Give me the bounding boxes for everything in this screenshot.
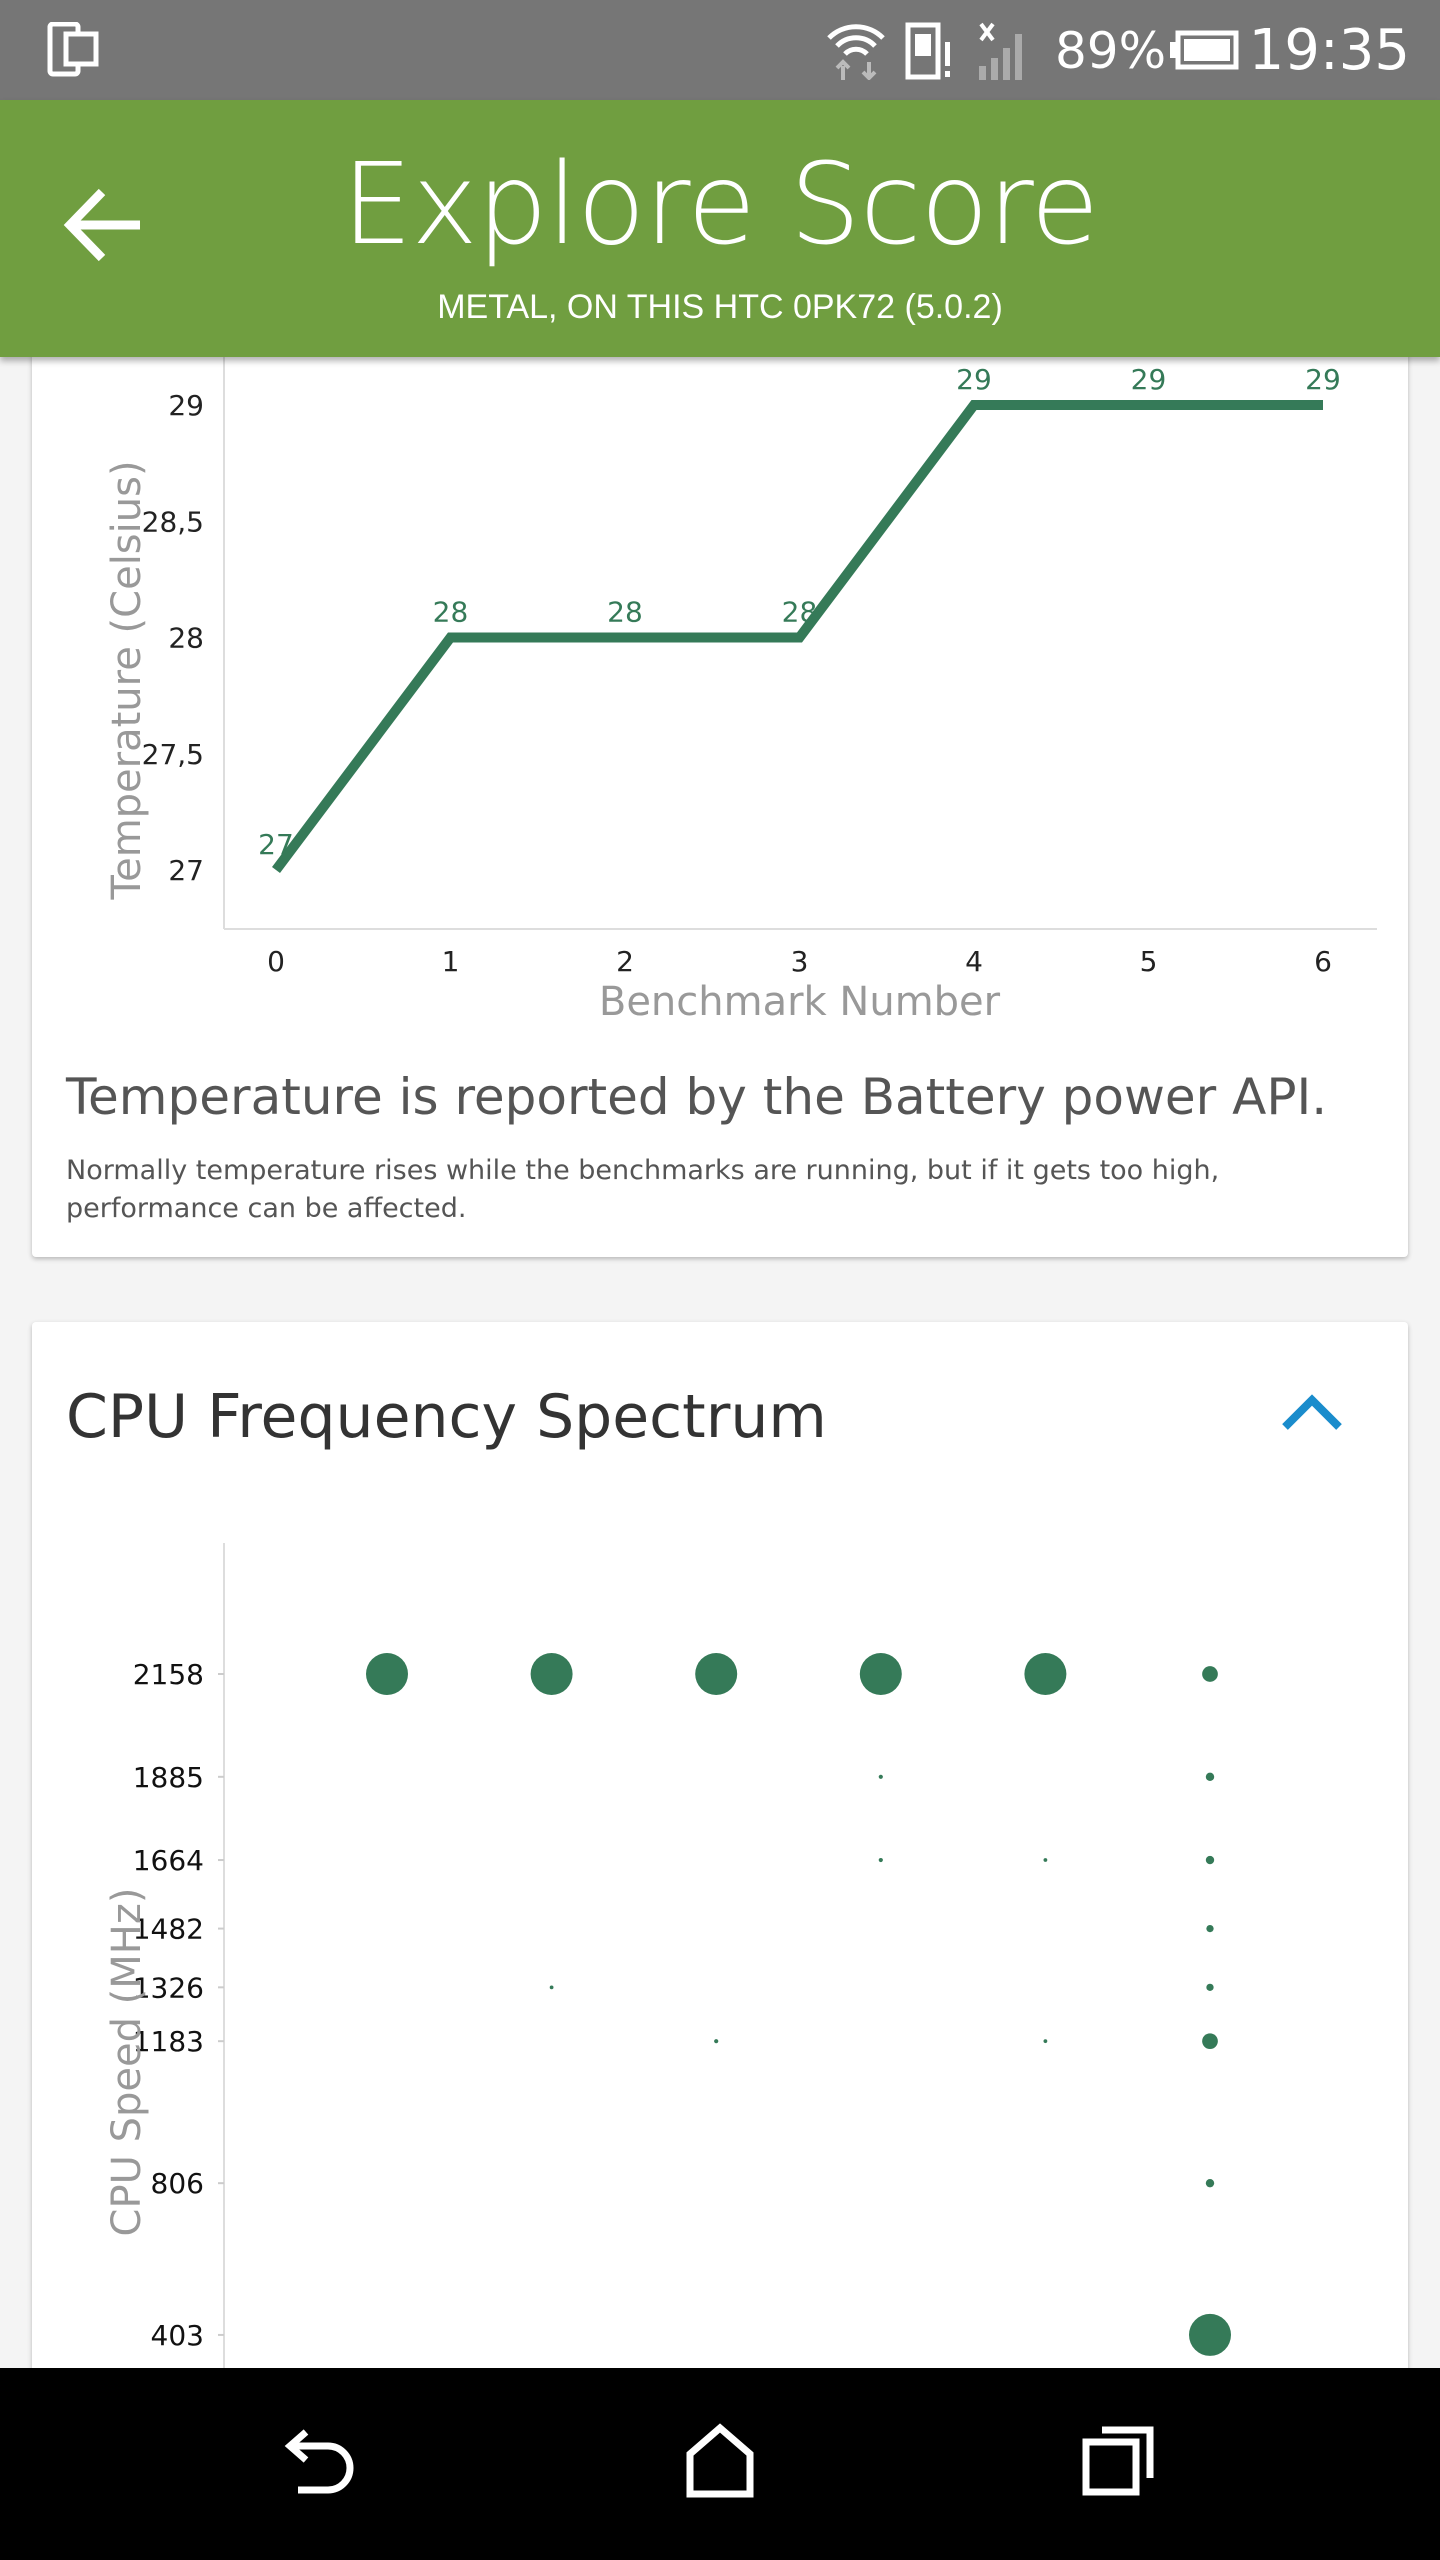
- status-bar: 89% 19:35: [0, 0, 1440, 100]
- frequency-bubble: [878, 1774, 883, 1779]
- temperature-series-line: [272, 400, 1323, 874]
- recents-icon[interactable]: [1080, 2420, 1160, 2500]
- y-tick-label: 28,5: [142, 505, 204, 538]
- x-tick-label: 0: [267, 945, 285, 978]
- frequency-bubble: [695, 1653, 738, 1695]
- temperature-note-body: Normally temperature rises while the ben…: [66, 1155, 1220, 1224]
- wifi-icon: [827, 24, 885, 80]
- battery-percent: 89%: [1055, 22, 1167, 80]
- y-tick-label: 27,5: [142, 738, 204, 771]
- x-tick-label: 6: [1314, 945, 1332, 978]
- x-tick-label: 4: [965, 945, 983, 978]
- back-icon[interactable]: [280, 2424, 360, 2504]
- frequency-bubble: [1206, 1983, 1214, 1991]
- chevron-up-icon[interactable]: [1277, 1387, 1347, 1437]
- y-tick-label: 1326: [133, 1971, 204, 2004]
- x-axis-label: Benchmark Number: [599, 979, 1001, 1025]
- temperature-card: 27 27,5 28 28,5 29 0 1 2 3 4 5 6 Benchmark Number Tem…: [32, 340, 1408, 1257]
- frequency-bubble: [1043, 1858, 1048, 1862]
- navigation-bar: [0, 2368, 1440, 2560]
- y-tick-label: 1183: [133, 2025, 204, 2058]
- temperature-note-title: Temperature is reported by the Battery p…: [66, 1068, 1328, 1126]
- x-tick-label: 1: [442, 945, 460, 978]
- data-label: 28: [607, 596, 643, 629]
- data-label: 27: [258, 828, 294, 861]
- frequency-bubble: [1205, 1855, 1215, 1865]
- app-bar: Explore Score METAL, ON THIS HTC 0PK72 (…: [0, 100, 1440, 357]
- page-title: Explore Score: [341, 140, 1100, 270]
- frequency-bubble: [1202, 2033, 1218, 2050]
- data-label: 28: [433, 596, 469, 629]
- clock: 19:35: [1248, 18, 1410, 83]
- x-tick-label: 5: [1140, 945, 1158, 978]
- cpu-card-title: CPU Frequency Spectrum: [66, 1382, 827, 1452]
- y-tick-label: 28: [168, 622, 204, 655]
- frequency-bubble: [1206, 1924, 1214, 1933]
- y-tick-label: 2158: [133, 1658, 204, 1691]
- data-label: 29: [1131, 363, 1167, 396]
- page-subtitle: METAL, ON THIS HTC 0PK72 (5.0.2): [437, 288, 1003, 326]
- data-label: 29: [956, 363, 992, 396]
- x-tick-label: 3: [791, 945, 809, 978]
- frequency-bubble: [1205, 1772, 1215, 1782]
- frequency-bubble: [1189, 2313, 1231, 2356]
- frequency-bubble: [366, 1653, 408, 1695]
- x-tick-label: 2: [616, 945, 634, 978]
- frequency-bubble: [1205, 2178, 1215, 2188]
- frequency-bubble: [1202, 1666, 1218, 1682]
- y-tick-label: 403: [151, 2319, 204, 2352]
- cpu-frequency-chart: 2158 1885 1664 1482 1326 1183 806 403 CPU Speed …: [104, 1543, 1231, 2422]
- y-tick-label: 806: [151, 2167, 204, 2200]
- y-axis-label: CPU Speed (MHz): [104, 1888, 150, 2237]
- y-tick-label: 1482: [133, 1913, 204, 1946]
- phone-screen-icon: [47, 22, 99, 77]
- frequency-bubble: [549, 1985, 554, 1990]
- y-tick-label: 27: [168, 854, 204, 887]
- frequency-bubble: [859, 1653, 902, 1695]
- frequency-bubble: [714, 2039, 719, 2044]
- frequency-bubble: [878, 1857, 883, 1863]
- battery-icon: [1170, 30, 1239, 70]
- y-axis-label: Temperature (Celsius): [104, 460, 150, 900]
- signal-icon: [979, 22, 1022, 80]
- cpu-frequency-card: CPU Frequency Spectrum 2158 1885 1664 1482 1…: [32, 1322, 1408, 2422]
- y-tick-label: 29: [168, 389, 204, 422]
- data-label: 28: [782, 596, 818, 629]
- y-tick-label: 1885: [133, 1761, 204, 1794]
- arrow-left-icon[interactable]: [60, 180, 150, 270]
- frequency-bubble: [1043, 2039, 1048, 2044]
- y-tick-label: 1664: [133, 1844, 204, 1877]
- data-label: 29: [1305, 363, 1341, 396]
- temperature-chart: 27 27,5 28 28,5 29 0 1 2 3 4 5 6 Benchmark Number Tem…: [104, 340, 1377, 1025]
- frequency-bubble: [530, 1653, 573, 1695]
- sim-alert-icon: [905, 22, 950, 80]
- home-icon[interactable]: [680, 2420, 760, 2500]
- frequency-bubble: [1024, 1653, 1067, 1695]
